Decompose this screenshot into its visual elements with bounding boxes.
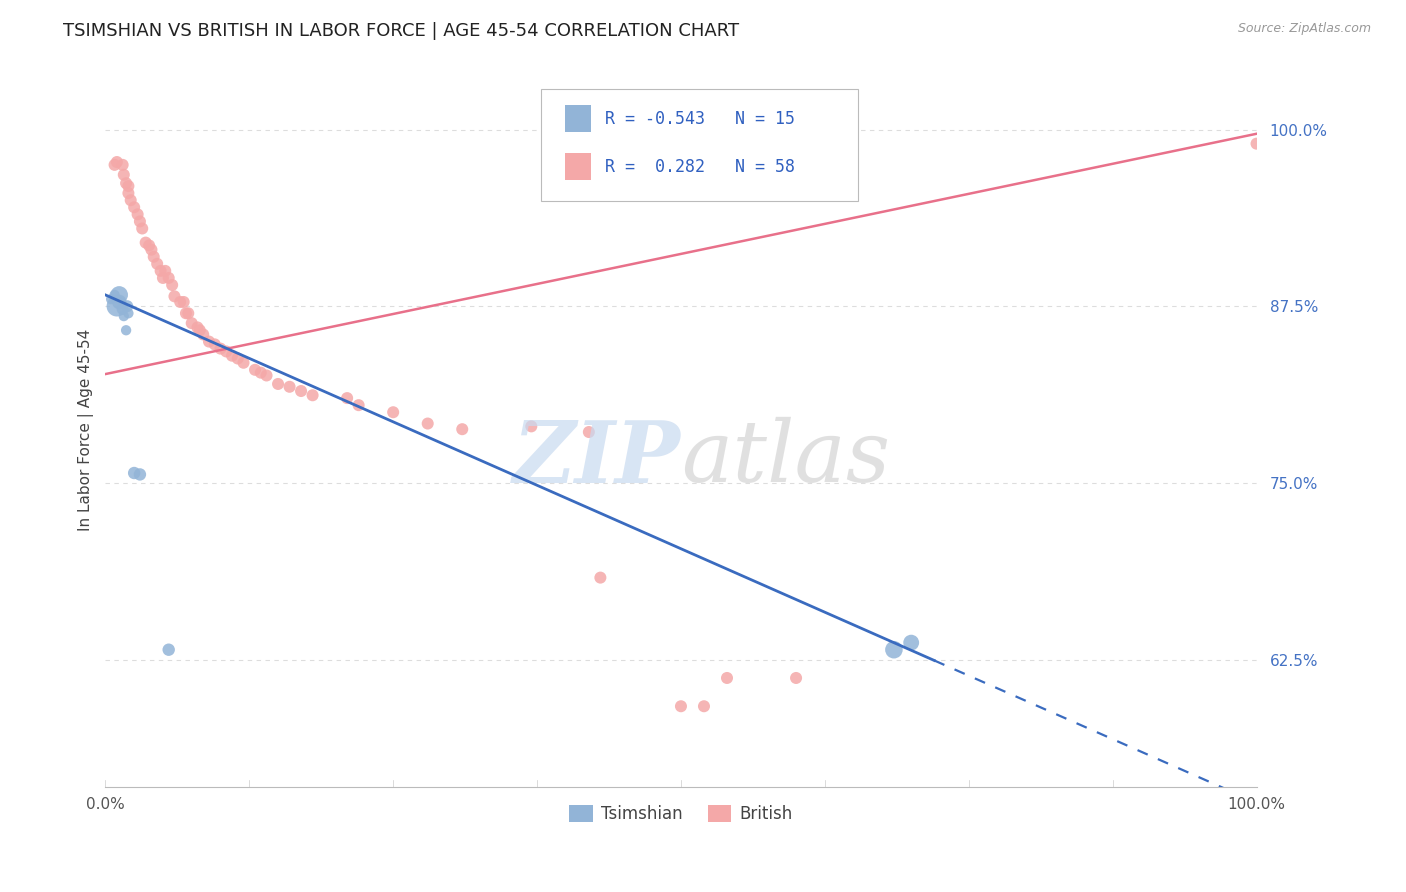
Text: atlas: atlas: [681, 417, 890, 500]
Text: R = -0.543   N = 15: R = -0.543 N = 15: [605, 110, 794, 128]
Point: [111, 301, 134, 316]
Point: [142, 250, 165, 264]
Point: [122, 200, 145, 214]
Point: [669, 699, 692, 714]
Point: [146, 257, 169, 271]
Point: [131, 221, 153, 235]
Point: [693, 699, 716, 714]
Text: R =  0.282   N = 58: R = 0.282 N = 58: [605, 158, 794, 176]
Point: [221, 349, 243, 363]
Point: [104, 158, 127, 172]
Point: [169, 295, 191, 310]
Point: [785, 671, 807, 685]
Point: [115, 323, 138, 337]
Point: [193, 327, 215, 342]
Point: [180, 316, 202, 330]
Point: [174, 306, 197, 320]
Point: [451, 422, 474, 436]
Point: [108, 295, 131, 310]
Point: [215, 344, 238, 359]
Point: [129, 214, 152, 228]
Point: [173, 295, 195, 310]
Point: [122, 466, 145, 480]
Point: [105, 155, 128, 169]
Point: [152, 271, 174, 285]
Point: [301, 388, 323, 402]
Point: [104, 288, 127, 302]
Point: [129, 467, 152, 482]
Point: [589, 571, 612, 585]
Point: [117, 299, 139, 313]
Point: [157, 642, 180, 657]
Point: [117, 186, 139, 201]
Text: TSIMSHIAN VS BRITISH IN LABOR FORCE | AGE 45-54 CORRELATION CHART: TSIMSHIAN VS BRITISH IN LABOR FORCE | AG…: [63, 22, 740, 40]
Point: [100, 292, 122, 306]
Point: [900, 635, 922, 649]
Point: [138, 238, 160, 252]
Point: [883, 642, 905, 657]
Legend: Tsimshian, British: Tsimshian, British: [562, 798, 799, 830]
Point: [115, 176, 138, 190]
Point: [226, 351, 249, 366]
Point: [112, 309, 135, 323]
Point: [198, 334, 221, 349]
Point: [105, 299, 128, 313]
Point: [249, 366, 271, 380]
Point: [578, 425, 600, 439]
Point: [382, 405, 405, 419]
Point: [243, 363, 266, 377]
Point: [204, 337, 226, 351]
Text: Source: ZipAtlas.com: Source: ZipAtlas.com: [1237, 22, 1371, 36]
Point: [520, 419, 543, 434]
Point: [141, 243, 163, 257]
Point: [336, 391, 359, 405]
Point: [160, 278, 183, 293]
Point: [149, 264, 172, 278]
Point: [278, 380, 301, 394]
Point: [232, 356, 254, 370]
Point: [347, 398, 370, 412]
Point: [108, 288, 131, 302]
Point: [155, 264, 177, 278]
Point: [256, 368, 278, 383]
Point: [111, 158, 134, 172]
Point: [290, 384, 312, 398]
Point: [127, 207, 149, 221]
Point: [117, 179, 139, 194]
Point: [186, 320, 208, 334]
Point: [416, 417, 439, 431]
Point: [1246, 136, 1268, 151]
Text: ZIP: ZIP: [513, 417, 681, 500]
Point: [163, 289, 186, 303]
Point: [267, 376, 290, 391]
Point: [117, 306, 139, 320]
Point: [716, 671, 738, 685]
Point: [177, 306, 200, 320]
Y-axis label: In Labor Force | Age 45-54: In Labor Force | Age 45-54: [79, 329, 94, 531]
Point: [135, 235, 157, 250]
Point: [120, 193, 142, 207]
Point: [157, 271, 180, 285]
Point: [112, 168, 135, 182]
Point: [188, 323, 211, 337]
Point: [209, 342, 232, 356]
